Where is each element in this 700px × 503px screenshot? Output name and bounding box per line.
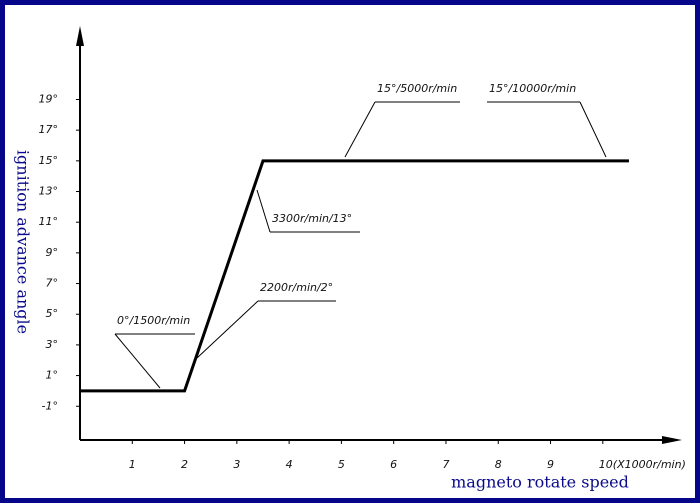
y-tick-label: 1° xyxy=(46,369,59,382)
x-tick-label: 7 xyxy=(442,458,449,471)
annotation: 15°/10000r/min xyxy=(489,82,576,95)
annotation-leader xyxy=(196,300,259,359)
annotation: 2200r/min/2° xyxy=(260,281,333,294)
x-tick-label: 4 xyxy=(286,458,293,471)
y-tick-label: 7° xyxy=(46,277,59,290)
annotation-leader xyxy=(344,101,376,158)
x-tick-label: 10(X1000r/min) xyxy=(599,458,686,471)
x-tick-label: 9 xyxy=(547,458,554,471)
x-axis-arrow xyxy=(662,436,682,444)
annotation-leader xyxy=(579,101,607,158)
y-axis-title: ignition advance angle xyxy=(14,150,33,334)
plot-background xyxy=(5,5,695,498)
x-tick-label: 5 xyxy=(338,458,345,471)
y-tick-label: 5° xyxy=(46,307,59,320)
y-tick-label: 11° xyxy=(39,215,59,228)
annotation: 15°/5000r/min xyxy=(377,82,457,95)
x-tick-label: 3 xyxy=(233,458,240,471)
y-tick-label: 15° xyxy=(39,154,59,167)
y-tick-label: 3° xyxy=(46,338,59,351)
x-tick-label: 6 xyxy=(390,458,397,471)
y-axis-arrow xyxy=(76,26,84,46)
y-tick-label: 17° xyxy=(39,123,59,136)
y-tick-label: 13° xyxy=(39,185,59,198)
y-tick-label: -1° xyxy=(42,399,58,412)
y-tick-label: 19° xyxy=(39,92,59,105)
y-tick-label: 9° xyxy=(46,246,59,259)
x-tick-label: 8 xyxy=(495,458,502,471)
data-line xyxy=(80,159,629,393)
x-tick-label: 2 xyxy=(181,458,188,471)
x-tick-label: 1 xyxy=(129,458,136,471)
annotation: 0°/1500r/min xyxy=(117,314,190,327)
annotation-leader xyxy=(114,333,161,389)
annotation-leader xyxy=(256,189,271,233)
x-axis-title: magneto rotate speed xyxy=(451,473,629,492)
annotation: 3300r/min/13° xyxy=(272,212,352,225)
